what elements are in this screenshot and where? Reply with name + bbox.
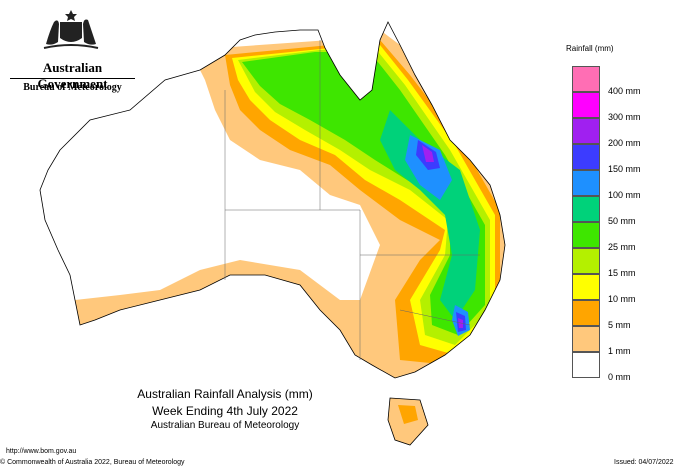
issued-date: Issued: 04/07/2022: [614, 459, 674, 466]
coat-of-arms-icon: [43, 10, 99, 49]
agency-header: Australian Government Bureau of Meteorol…: [10, 8, 135, 93]
legend-swatch: [572, 170, 600, 196]
legend-swatch: [572, 144, 600, 170]
legend-label: 150 mm: [608, 164, 641, 174]
legend-swatch: [572, 248, 600, 274]
rainfall-map: [39, 21, 506, 446]
legend-label: 1 mm: [608, 346, 631, 356]
map-source: Australian Bureau of Meteorology: [150, 420, 300, 431]
legend-swatch: [572, 326, 600, 352]
legend-swatch: [572, 66, 600, 92]
legend-label: 50 mm: [608, 216, 636, 226]
map-title: Australian Rainfall Analysis (mm): [137, 387, 313, 401]
bureau-name: Bureau of Meteorology: [23, 82, 122, 93]
legend-swatch: [572, 222, 600, 248]
legend-label: 10 mm: [608, 294, 636, 304]
legend-swatch: [572, 274, 600, 300]
copyright-notice: © Commonwealth of Australia 2022, Bureau…: [0, 459, 185, 466]
legend-label: 100 mm: [608, 190, 641, 200]
legend-label: 300 mm: [608, 112, 641, 122]
legend-swatch: [572, 118, 600, 144]
legend-swatch: [572, 92, 600, 118]
legend-swatch: [572, 352, 600, 378]
bom-website-link[interactable]: http://www.bom.gov.au: [6, 448, 77, 455]
legend-label: 400 mm: [608, 86, 641, 96]
legend-label: 25 mm: [608, 242, 636, 252]
legend-title: Rainfall (mm): [566, 44, 614, 53]
header-divider: [10, 78, 135, 79]
legend-label: 15 mm: [608, 268, 636, 278]
map-caption: Australian Rainfall Analysis (mm) Week E…: [110, 387, 340, 431]
legend-label: 5 mm: [608, 320, 631, 330]
legend-label: 0 mm: [608, 372, 631, 382]
legend-swatch: [572, 300, 600, 326]
legend-label: 200 mm: [608, 138, 641, 148]
map-period: Week Ending 4th July 2022: [152, 404, 298, 418]
legend-swatch: [572, 196, 600, 222]
government-name: Australian Government: [37, 60, 108, 91]
